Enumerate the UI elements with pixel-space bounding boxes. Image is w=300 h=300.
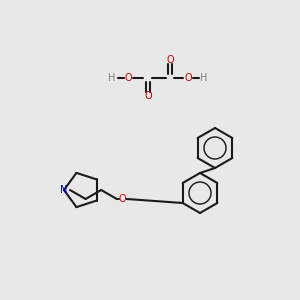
Text: H: H <box>200 73 208 83</box>
Text: O: O <box>184 73 192 83</box>
Text: O: O <box>144 91 152 101</box>
Text: O: O <box>124 73 132 83</box>
Text: O: O <box>119 194 127 204</box>
Text: O: O <box>166 55 174 65</box>
Text: H: H <box>108 73 116 83</box>
Text: N: N <box>60 185 68 195</box>
